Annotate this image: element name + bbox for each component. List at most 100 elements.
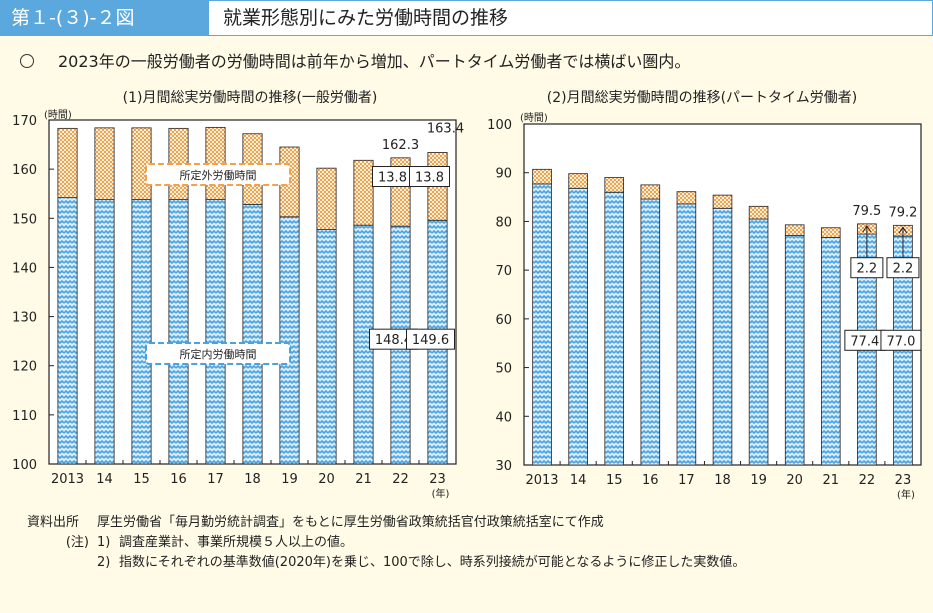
bar-overtime-hours <box>676 191 697 205</box>
x-tick-label: 15 <box>606 473 623 488</box>
y-tick-label: 170 <box>12 114 37 129</box>
bar-scheduled-hours <box>712 207 733 466</box>
x-tick-label: 23 <box>429 472 446 487</box>
source-text: 厚生労働省「毎月勤労統計調査」をもとに厚生労働省政策統括官付政策統括室にて作成 <box>97 515 604 530</box>
overtime-value-label-box <box>850 257 884 279</box>
bar-overtime-hours <box>316 167 337 230</box>
y-tick-label: 130 <box>12 311 37 326</box>
source-row: 資料出所 厚生労働省「毎月勤労統計調査」をもとに厚生労働省政策統括官付政策統括室… <box>27 513 849 533</box>
bar-overtime-hours <box>640 184 661 200</box>
total-value-label: 163.4 <box>427 121 464 136</box>
circle-bullet-icon <box>20 54 34 68</box>
bar-scheduled-hours <box>316 229 337 465</box>
x-tick-label: 17 <box>678 473 695 488</box>
x-tick-label: 21 <box>822 473 839 488</box>
source-label: 資料出所 <box>27 515 80 530</box>
y-tick-label: 160 <box>12 163 37 178</box>
figure-title: 就業形態別にみた労働時間の推移 <box>223 7 509 29</box>
scheduled-value-label: 77.0 <box>886 334 915 349</box>
bar-scheduled-hours <box>604 191 625 466</box>
y-tick-label: 110 <box>12 409 37 424</box>
overtime-value-label: 13.8 <box>378 171 407 186</box>
x-axis-unit: (年) <box>897 488 915 501</box>
note-label: (注) <box>65 535 89 550</box>
note-row-2: 2) 指数にそれぞれの基準数値(2020年)を乗じ、100で除し、時系列接続が可… <box>27 553 849 573</box>
bar-overtime-hours <box>568 173 588 189</box>
x-tick-label: 2013 <box>51 472 84 487</box>
bar-overtime-hours <box>820 227 841 238</box>
y-tick-label: 40 <box>495 410 512 425</box>
x-tick-label: 20 <box>786 473 803 488</box>
total-value-label: 79.2 <box>888 205 917 220</box>
note-number: 1) <box>97 535 111 550</box>
headline-text: 2023年の一般労働者の労働時間は前年から増加、パートタイム労働者では横ばい圏内… <box>58 52 691 71</box>
y-tick-label: 120 <box>12 360 37 375</box>
overtime-value-label: 2.2 <box>893 262 914 277</box>
x-tick-label: 2013 <box>525 473 558 488</box>
y-tick-label: 100 <box>487 118 512 133</box>
x-tick-label: 18 <box>714 473 731 488</box>
y-tick-label: 100 <box>12 458 37 473</box>
y-tick-label: 140 <box>12 261 37 276</box>
x-tick-label: 23 <box>895 473 912 488</box>
x-tick-label: 14 <box>96 472 113 487</box>
x-tick-label: 16 <box>170 472 187 487</box>
arrow-up-icon <box>898 226 908 234</box>
scheduled-value-label: 148.4 <box>375 333 412 348</box>
overtime-value-label-box <box>886 257 920 279</box>
x-tick-label: 19 <box>750 473 767 488</box>
total-value-label: 79.5 <box>852 204 881 219</box>
scheduled-value-label-box <box>880 329 922 351</box>
x-tick-label: 15 <box>133 472 150 487</box>
scheduled-value-label-box <box>406 328 455 350</box>
x-tick-label: 22 <box>392 472 409 487</box>
chart-title: (1)月間総実労働時間の推移(一般労働者) <box>123 90 378 106</box>
chart-part-time-workers: (2)月間総実労働時間の推移(パートタイム労働者) (時間) 30 40 50 60 70 8… <box>487 90 922 501</box>
bar-scheduled-hours <box>168 199 189 465</box>
x-tick-label: 19 <box>281 472 298 487</box>
bar-overtime-hours <box>784 224 805 236</box>
scheduled-value-label: 77.4 <box>850 334 879 349</box>
x-tick-label: 14 <box>570 473 587 488</box>
y-tick-label: 70 <box>495 264 512 279</box>
bar-scheduled-hours <box>748 218 769 466</box>
chart-regular-workers: (1)月間総実労働時間の推移(一般労働者) (時間) 100 110 120 130 140… <box>12 90 464 500</box>
headline: 2023年の一般労働者の労働時間は前年から増加、パートタイム労働者では横ばい圏内… <box>20 48 690 72</box>
overtime-value-label: 13.8 <box>415 171 444 186</box>
x-tick-label: 22 <box>859 473 876 488</box>
bar-scheduled-hours <box>279 216 300 465</box>
bar-scheduled-hours <box>676 203 697 466</box>
bar-scheduled-hours <box>784 235 805 466</box>
legend-overtime-box <box>145 163 291 186</box>
bar-overtime-hours <box>532 168 552 185</box>
note-text: 調査産業計、事業所規模５人以上の値。 <box>119 535 354 550</box>
bar-scheduled-hours <box>820 237 841 466</box>
figure-number: 第１-(３)-２図 <box>1 1 209 35</box>
chart-title: (2)月間総実労働時間の推移(パートタイム労働者) <box>547 90 857 106</box>
x-tick-label: 21 <box>355 472 372 487</box>
bar-scheduled-hours <box>94 199 115 465</box>
bar-overtime-hours <box>94 127 115 201</box>
y-tick-label: 150 <box>12 212 37 227</box>
y-tick-label: 80 <box>495 215 512 230</box>
x-tick-label: 20 <box>318 472 335 487</box>
bar-scheduled-hours <box>640 198 661 466</box>
y-axis-unit: (時間) <box>520 112 548 124</box>
x-tick-label: 17 <box>207 472 224 487</box>
y-tick-label: 30 <box>495 459 512 474</box>
y-tick-label: 60 <box>495 313 512 328</box>
total-value-label: 162.3 <box>382 138 419 153</box>
figure-header: 第１-(３)-２図 就業形態別にみた労働時間の推移 <box>0 0 933 36</box>
legend-overtime-label: 所定外労働時間 <box>180 168 257 182</box>
bar-scheduled-hours <box>568 187 588 466</box>
bar-overtime-hours <box>353 159 374 226</box>
bar-overtime-hours <box>131 127 152 201</box>
arrow-up-icon <box>862 224 872 233</box>
notes: 資料出所 厚生労働省「毎月勤労統計調査」をもとに厚生労働省政策統括官付政策統括室… <box>27 513 849 573</box>
bar-scheduled-hours <box>532 183 552 466</box>
bar-overtime-hours <box>604 177 625 193</box>
legend-scheduled-box <box>145 342 291 365</box>
overtime-value-label: 2.2 <box>857 262 878 277</box>
bar-scheduled-hours <box>131 199 152 465</box>
overtime-value-label-box <box>409 166 450 188</box>
